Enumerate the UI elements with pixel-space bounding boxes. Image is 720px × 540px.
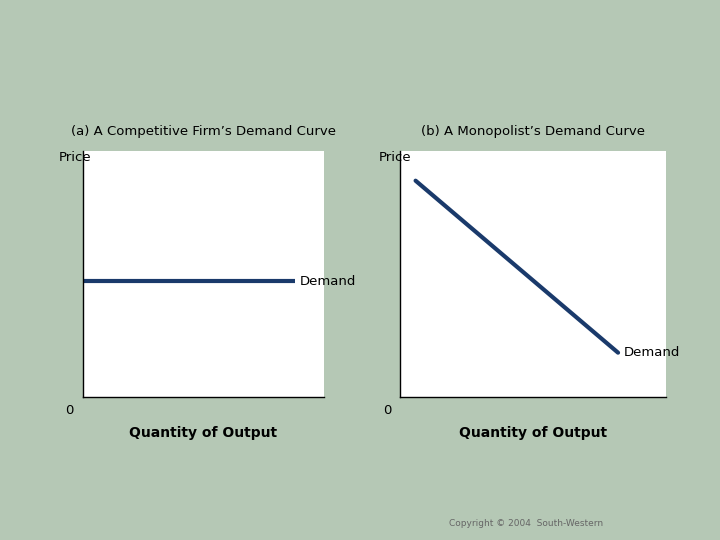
Text: 0: 0 [384,404,392,417]
Text: (a) A Competitive Firm’s Demand Curve: (a) A Competitive Firm’s Demand Curve [71,125,336,138]
Text: (b) A Monopolist’s Demand Curve: (b) A Monopolist’s Demand Curve [420,125,645,138]
Text: 0: 0 [66,404,73,417]
Text: Copyright © 2004  South-Western: Copyright © 2004 South-Western [449,519,603,528]
Text: Demand: Demand [624,346,680,359]
Text: Quantity of Output: Quantity of Output [130,427,277,441]
Text: Price: Price [58,151,91,164]
Text: Demand: Demand [300,275,356,288]
Text: Quantity of Output: Quantity of Output [459,427,607,441]
Text: Price: Price [378,151,411,164]
